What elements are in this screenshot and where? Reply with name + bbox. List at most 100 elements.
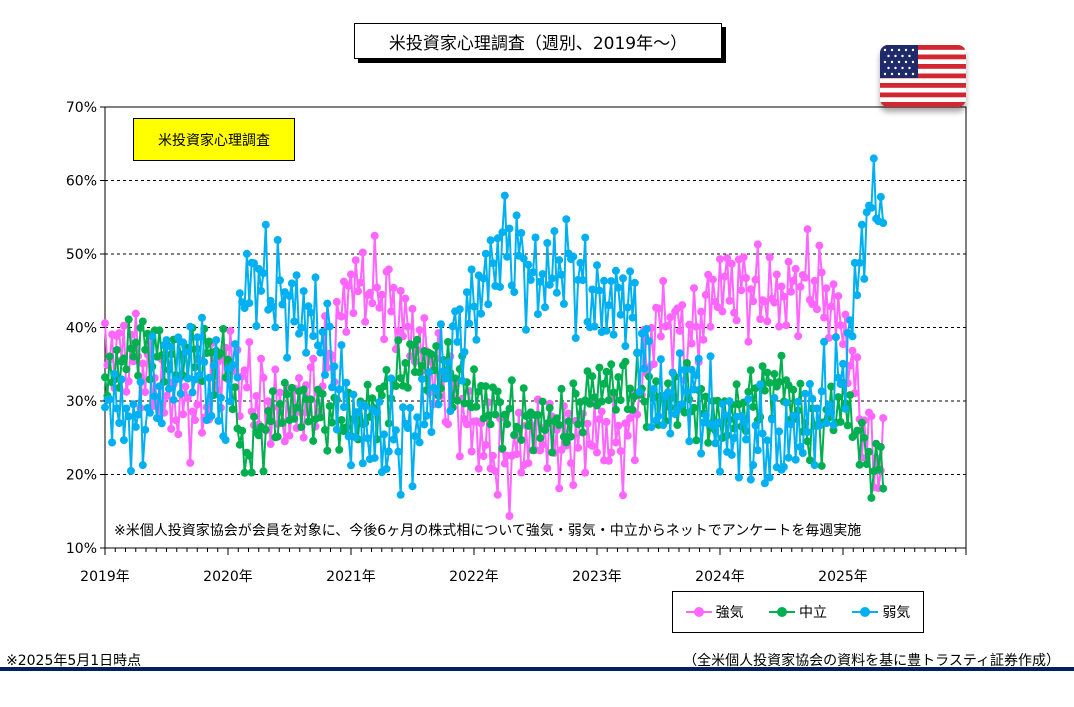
- data-point: [394, 447, 403, 456]
- chart-label-box: 米投資家心理調査: [133, 118, 295, 161]
- data-point: [571, 389, 580, 398]
- data-point: [626, 267, 635, 276]
- data-point: [112, 346, 121, 354]
- data-point: [226, 326, 235, 335]
- data-point: [640, 397, 649, 406]
- data-point: [822, 419, 831, 427]
- x-tick-label: 2024年: [695, 569, 745, 585]
- data-point: [607, 448, 616, 457]
- data-point: [259, 269, 268, 278]
- data-point: [145, 408, 154, 417]
- data-point: [607, 277, 616, 286]
- data-point: [649, 360, 658, 369]
- data-point: [129, 400, 138, 409]
- data-point: [836, 321, 845, 330]
- data-point: [363, 434, 372, 443]
- data-point: [465, 319, 474, 328]
- data-point: [231, 383, 240, 392]
- data-point: [448, 322, 457, 331]
- data-point: [614, 373, 623, 382]
- data-point: [226, 397, 235, 406]
- data-point: [623, 431, 632, 440]
- data-point: [266, 417, 275, 426]
- data-point: [188, 388, 197, 397]
- data-point: [640, 364, 649, 373]
- data-point: [770, 298, 779, 307]
- data-point: [101, 403, 109, 412]
- data-point: [278, 419, 287, 428]
- data-point: [846, 391, 855, 400]
- data-point: [479, 274, 488, 283]
- data-point: [760, 386, 769, 395]
- data-point: [690, 284, 698, 293]
- data-point: [701, 411, 710, 420]
- data-point: [701, 392, 710, 401]
- data-point: [415, 368, 424, 377]
- data-point: [377, 290, 386, 299]
- data-point: [254, 431, 263, 440]
- data-point: [387, 307, 396, 316]
- data-point: [831, 333, 840, 342]
- data-point: [529, 446, 538, 455]
- data-point: [690, 403, 698, 412]
- data-point: [472, 335, 481, 344]
- data-point: [782, 398, 791, 407]
- data-point: [389, 435, 398, 444]
- data-point: [484, 411, 493, 420]
- data-point: [238, 426, 247, 435]
- data-point: [749, 461, 758, 469]
- data-point: [391, 426, 400, 435]
- data-point: [172, 375, 180, 384]
- data-point: [349, 390, 358, 399]
- data-point: [285, 431, 294, 440]
- data-point: [765, 378, 774, 387]
- data-point: [441, 374, 450, 383]
- data-point: [507, 281, 516, 290]
- data-point: [820, 313, 829, 322]
- data-point: [119, 436, 128, 445]
- data-point: [306, 363, 315, 372]
- data-point: [491, 467, 500, 476]
- data-point: [803, 437, 812, 446]
- data-point: [193, 333, 202, 342]
- data-point: [266, 440, 275, 448]
- data-point: [462, 288, 471, 297]
- data-point: [138, 461, 147, 470]
- data-point: [169, 395, 178, 404]
- data-point: [853, 426, 862, 435]
- data-point: [486, 420, 495, 429]
- data-point: [510, 288, 519, 297]
- data-point: [531, 233, 540, 242]
- data-point: [841, 404, 850, 413]
- series-2: [101, 154, 888, 499]
- data-point: [680, 365, 689, 374]
- data-point: [744, 337, 753, 346]
- data-point: [387, 374, 396, 383]
- data-point: [479, 452, 488, 460]
- data-point: [491, 410, 500, 419]
- data-point: [105, 352, 114, 361]
- data-point: [619, 274, 627, 283]
- data-point: [697, 307, 706, 316]
- data-point: [271, 365, 280, 374]
- data-point: [621, 419, 630, 428]
- data-point: [690, 385, 698, 394]
- data-point: [616, 447, 625, 456]
- data-point: [595, 286, 604, 295]
- data-point: [127, 344, 135, 353]
- data-point: [867, 203, 876, 212]
- data-point: [505, 404, 514, 413]
- data-point: [271, 323, 280, 332]
- data-point: [233, 373, 242, 382]
- data-point: [517, 468, 526, 477]
- data-point: [422, 411, 431, 420]
- data-point: [344, 432, 353, 441]
- legend-swatch-bear: [852, 606, 879, 618]
- data-point: [295, 374, 303, 383]
- data-point: [396, 374, 405, 382]
- data-point: [500, 410, 509, 419]
- data-point: [297, 423, 306, 431]
- data-point: [611, 405, 620, 414]
- data-point: [172, 416, 180, 425]
- data-point: [332, 425, 341, 434]
